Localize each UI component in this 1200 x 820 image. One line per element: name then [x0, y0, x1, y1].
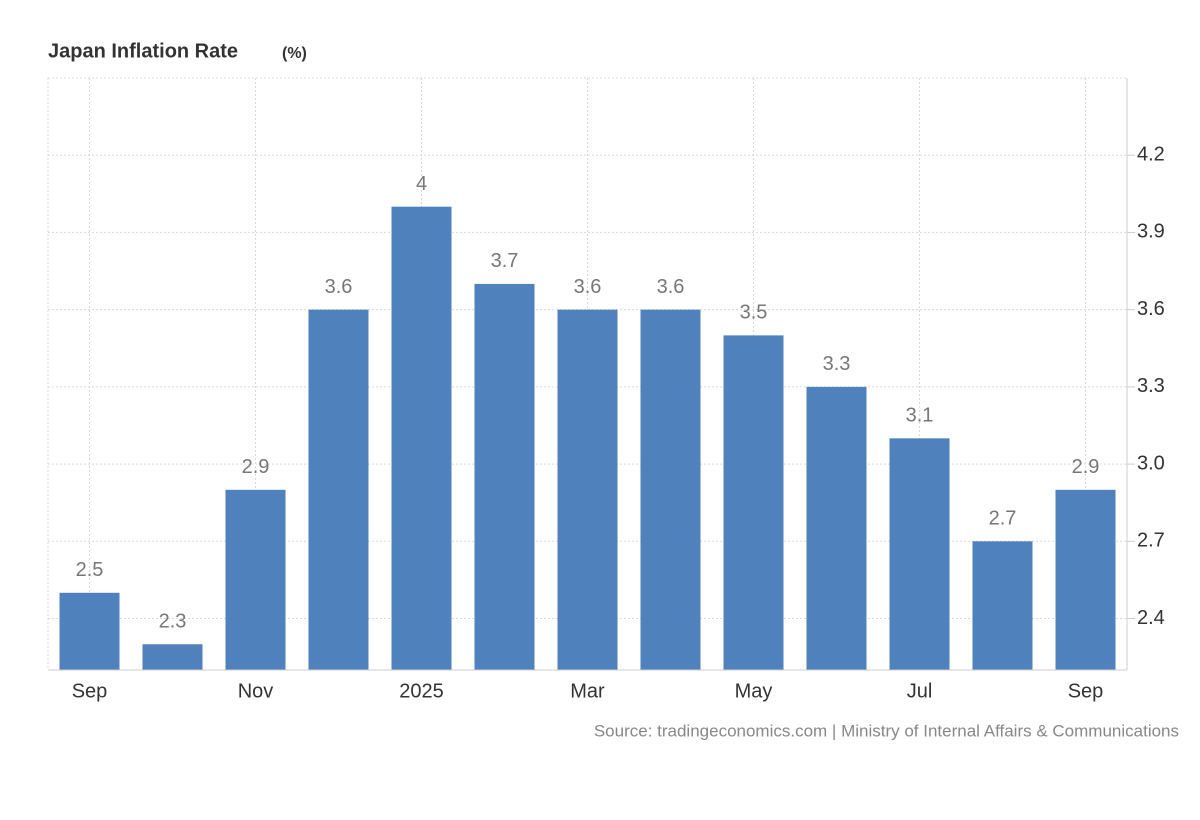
bar [1055, 489, 1116, 670]
value-label: 3.5 [740, 302, 768, 324]
chart-title: Japan Inflation Rate [48, 40, 238, 62]
bar [723, 335, 784, 670]
value-label: 2.9 [242, 456, 270, 478]
bar [59, 592, 120, 670]
bar [972, 541, 1033, 670]
bar [806, 386, 867, 670]
y-tick-label: 3.3 [1137, 375, 1165, 397]
x-tick-label: Mar [570, 680, 605, 702]
source-note: Source: tradingeconomics.com | Ministry … [594, 721, 1179, 740]
x-tick-label: May [735, 680, 773, 702]
value-label: 2.9 [1072, 456, 1100, 478]
x-tick-label: Nov [238, 680, 274, 702]
value-label: 2.7 [989, 508, 1017, 530]
y-tick-label: 2.7 [1137, 530, 1165, 552]
y-tick-label: 3.0 [1137, 452, 1165, 474]
value-label: 2.3 [159, 611, 187, 633]
value-label: 2.5 [76, 559, 104, 581]
bar [474, 283, 535, 670]
bar [225, 489, 286, 670]
bar [557, 309, 618, 670]
bar [308, 309, 369, 670]
bar [142, 644, 203, 670]
value-label: 3.1 [906, 405, 934, 427]
y-tick-label: 4.2 [1137, 143, 1165, 165]
value-label: 3.3 [823, 353, 851, 375]
bar [640, 309, 701, 670]
value-label: 3.6 [657, 276, 685, 298]
y-tick-label: 3.6 [1137, 298, 1165, 320]
x-tick-label: Sep [72, 680, 108, 702]
value-label: 4 [416, 173, 427, 195]
bar [889, 438, 950, 670]
x-tick-label: Sep [1068, 680, 1104, 702]
value-label: 3.6 [574, 276, 602, 298]
value-label: 3.6 [325, 276, 353, 298]
x-tick-label: Jul [907, 680, 933, 702]
y-tick-label: 2.4 [1137, 607, 1165, 629]
chart-unit: (%) [282, 45, 307, 62]
x-tick-label: 2025 [399, 680, 444, 702]
value-label: 3.7 [491, 250, 519, 272]
y-tick-label: 3.9 [1137, 221, 1165, 243]
bar [391, 206, 452, 670]
